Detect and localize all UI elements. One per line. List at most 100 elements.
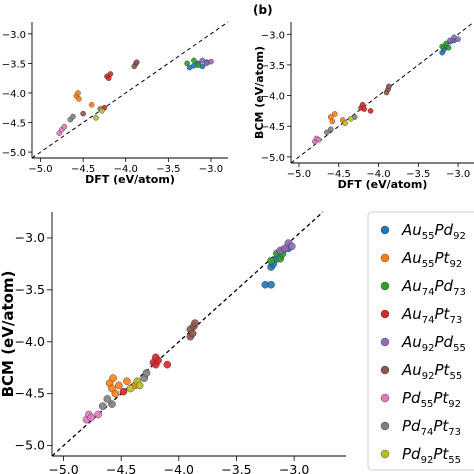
legend: Au55Pd92 Au55Pt92 Au74Pd73 Au74Pt73 Au92Pd55… <box>367 211 474 471</box>
data-point <box>439 43 445 50</box>
x-tick-label: −4.0 <box>114 164 138 175</box>
y-tick-label: −4.0 <box>2 89 26 100</box>
data-point <box>76 96 82 102</box>
data-point <box>111 389 120 398</box>
data-point <box>199 57 206 64</box>
x-tick-label: −4.5 <box>106 462 136 474</box>
x-tick-label: −5.0 <box>287 169 311 180</box>
data-point <box>327 126 334 133</box>
data-point <box>163 360 172 369</box>
x-tick-label: −3.0 <box>199 164 223 175</box>
x-tick-label: −4.0 <box>366 169 390 180</box>
data-point <box>107 71 114 77</box>
data-point <box>342 120 348 126</box>
data-point <box>123 377 131 386</box>
y-tick-label: −3.0 <box>15 230 45 245</box>
y-tick-label: −3.5 <box>15 282 45 297</box>
data-point <box>109 374 117 382</box>
data-point <box>329 118 336 125</box>
data-point <box>267 280 275 289</box>
data-point <box>70 113 76 120</box>
reference-line <box>31 21 229 159</box>
data-point <box>134 59 140 66</box>
y-tick-label: −4.5 <box>261 122 285 133</box>
data-point <box>316 136 322 143</box>
y-tick-label: −3.5 <box>261 61 285 72</box>
panel-c-scatter: −5.0 −4.5 −4.0 −3.5 −3.0 −5.0 −4.5 −4.0 −3.5 −3.0… <box>0 211 346 474</box>
data-point <box>115 381 123 390</box>
y-tick-label: −4.5 <box>2 119 26 130</box>
y-tick-label: −5.0 <box>261 153 285 164</box>
legend-entry: Au74Pd73 <box>401 277 466 298</box>
data-point <box>331 111 338 117</box>
data-point <box>445 44 452 51</box>
y-tick-label: −4.0 <box>15 334 45 349</box>
legend-marker <box>380 449 390 459</box>
y-tick-label: −5.0 <box>2 148 26 159</box>
data-point <box>93 114 99 121</box>
x-axis-label: DFT (eV/atom) <box>85 173 175 186</box>
data-point <box>75 90 81 96</box>
legend-marker <box>380 309 390 319</box>
data-point <box>191 57 197 64</box>
legend-entry: Pd74Pt73 <box>402 417 461 438</box>
data-point <box>455 36 461 42</box>
legend-marker <box>380 225 390 235</box>
legend-entry: Au55Pd92 <box>401 221 466 242</box>
data-point <box>80 110 86 117</box>
legend-entry: Au92Pt55 <box>401 361 462 382</box>
x-tick-label: −4.5 <box>327 169 351 180</box>
legend-marker <box>380 365 390 375</box>
panel-a-scatter: −5.0 −4.5 −4.0 −3.5 −3.0 −5.0 −4.5 −4.0 −3.5 −3.0… <box>2 21 229 186</box>
data-point <box>208 58 214 65</box>
data-point <box>288 242 296 251</box>
data-point <box>103 395 112 403</box>
y-tick-label: −5.0 <box>15 438 45 453</box>
y-axis-label: BCM (eV/atom) <box>253 46 266 139</box>
y-tick-label: −4.0 <box>261 92 285 103</box>
data-point <box>188 329 197 338</box>
legend-frame <box>367 211 474 471</box>
data-point <box>119 387 128 396</box>
legend-entry: Pd92Pt55 <box>402 445 461 466</box>
legend-marker <box>380 421 390 431</box>
data-point <box>154 356 162 365</box>
data-point <box>88 101 95 108</box>
data-point <box>142 369 151 377</box>
x-tick-label: −3.5 <box>156 164 180 175</box>
data-point <box>386 83 392 90</box>
data-point <box>98 402 107 410</box>
data-point <box>61 123 68 130</box>
legend-marker <box>380 393 390 403</box>
data-point <box>94 410 102 419</box>
y-tick-label: −3.0 <box>2 30 26 41</box>
x-tick-label: −3.5 <box>406 169 430 180</box>
data-point <box>347 116 354 122</box>
panel-label: (b) <box>253 3 273 17</box>
legend-entry: Au92Pd55 <box>401 333 466 354</box>
legend-marker <box>380 253 390 263</box>
y-tick-label: −3.5 <box>2 59 26 70</box>
data-point <box>367 108 374 114</box>
data-point <box>267 256 275 265</box>
x-tick-label: −3.0 <box>279 462 309 474</box>
data-point <box>361 106 368 112</box>
data-point <box>195 62 201 68</box>
legend-marker <box>380 281 390 291</box>
x-tick-label: −5.0 <box>28 164 52 175</box>
legend-marker <box>380 337 390 347</box>
data-point <box>108 400 116 408</box>
legend-entry: Au55Pt92 <box>401 249 462 270</box>
data-point <box>135 381 144 390</box>
data-point <box>99 107 105 114</box>
data-point <box>126 384 135 393</box>
data-point <box>447 37 453 44</box>
panel-b-scatter: −5.0 −4.5 −4.0 −3.5 −3.0 −5.0 −4.5 −4.0 −3.5 −3.0… <box>253 3 474 191</box>
y-tick-label: −3.0 <box>261 30 285 41</box>
legend-entry: Au74Pt73 <box>401 305 462 326</box>
data-point <box>87 413 95 422</box>
x-tick-label: −3.5 <box>221 462 251 474</box>
legend-entry: Pd55Pt92 <box>402 389 461 410</box>
y-tick-label: −4.5 <box>15 386 45 401</box>
